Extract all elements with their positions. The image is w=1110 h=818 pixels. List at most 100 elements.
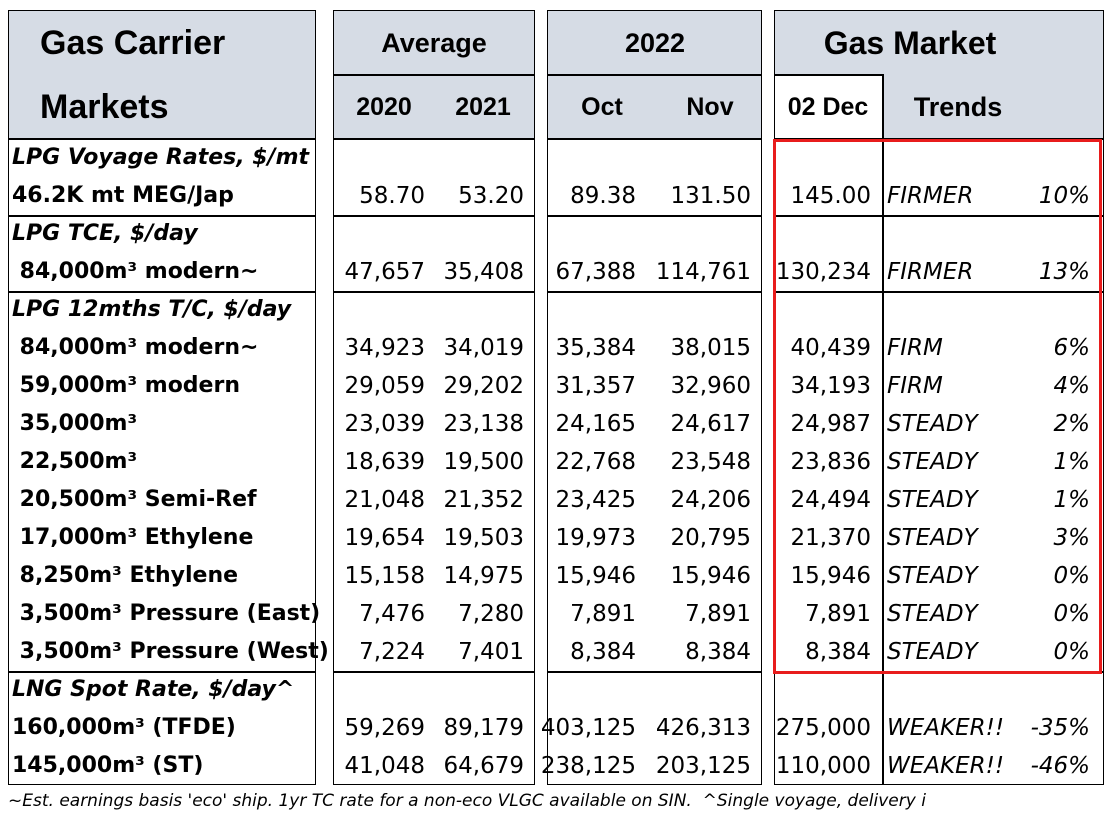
highlight-box (773, 139, 1102, 674)
header-bottom (8, 138, 316, 140)
cell-value: 145.00 (790, 183, 871, 209)
column-header: 2021 (455, 93, 511, 121)
cell-value: 7,891 (685, 601, 751, 627)
column-divider (882, 74, 884, 785)
group-title: LPG Voyage Rates, $/mt (12, 145, 310, 170)
group-title: LPG 12mths T/C, $/day (12, 297, 292, 322)
change: 3% (1053, 525, 1091, 551)
group-divider (774, 215, 1104, 217)
column-header: Nov (686, 93, 734, 121)
trend: FIRM (887, 335, 943, 361)
change: 4% (1053, 373, 1091, 399)
row-label: 22,500m³ (12, 449, 138, 474)
cell-value: 110,000 (775, 753, 871, 779)
header-divider (333, 74, 535, 76)
trend: WEAKER!! (887, 753, 1005, 779)
column-header: 02 Dec (787, 93, 869, 121)
cell-value: 275,000 (775, 715, 871, 741)
cell-value: 47,657 (344, 259, 425, 285)
cell-value: 38,015 (670, 335, 751, 361)
row-label: 160,000m³ (TFDE) (12, 715, 236, 740)
header-divider (774, 74, 882, 76)
change: 0% (1053, 639, 1091, 665)
header-bottom (774, 138, 1104, 140)
cell-value: 41,048 (344, 753, 425, 779)
cell-value: 19,654 (344, 525, 425, 551)
row-label: 17,000m³ Ethylene (12, 525, 254, 550)
change: 13% (1038, 259, 1090, 285)
cell-value: 238,125 (540, 753, 636, 779)
cell-value: 89.38 (570, 183, 636, 209)
cell-value: 15,946 (555, 563, 636, 589)
row-label: 84,000m³ modern~ (12, 335, 259, 360)
trend: STEADY (887, 411, 978, 437)
cell-value: 34,019 (443, 335, 524, 361)
change: 0% (1053, 563, 1091, 589)
row-label: 84,000m³ modern~ (12, 259, 259, 284)
row-label: 35,000m³ (12, 411, 138, 436)
trend: FIRM (887, 373, 943, 399)
cell-value: 21,370 (790, 525, 871, 551)
trend: STEADY (887, 525, 978, 551)
change: 1% (1053, 449, 1091, 475)
cell-value: 8,384 (805, 639, 871, 665)
header-cell (774, 74, 882, 139)
change: 0% (1053, 601, 1091, 627)
trend: STEADY (887, 601, 978, 627)
trend: STEADY (887, 563, 978, 589)
cell-value: 23,836 (790, 449, 871, 475)
group-divider (333, 671, 535, 673)
trend: FIRMER (887, 183, 974, 209)
cell-value: 53.20 (458, 183, 524, 209)
cell-value: 89,179 (443, 715, 524, 741)
cell-value: 8,384 (685, 639, 751, 665)
header-bottom (333, 138, 535, 140)
cell-value: 24,206 (670, 487, 751, 513)
cell-value: 64,679 (443, 753, 524, 779)
row-label: 145,000m³ (ST) (12, 753, 204, 778)
trend: FIRMER (887, 259, 974, 285)
change: 6% (1053, 335, 1091, 361)
cell-value: 21,048 (344, 487, 425, 513)
row-label: 3,500m³ Pressure (West) (12, 639, 329, 664)
row-label: 8,250m³ Ethylene (12, 563, 239, 588)
group-divider (8, 291, 316, 293)
group-title: LPG TCE, $/day (12, 221, 198, 246)
cell-value: 7,224 (359, 639, 425, 665)
group-divider (333, 215, 535, 217)
header-bg (8, 10, 316, 139)
group-divider (547, 215, 762, 217)
change: -35% (1030, 715, 1090, 741)
cell-value: 29,202 (443, 373, 524, 399)
group-divider (333, 291, 535, 293)
cell-value: 29,059 (344, 373, 425, 399)
column-header: 2020 (356, 93, 412, 121)
header-divider (547, 74, 762, 76)
cell-value: 7,280 (458, 601, 524, 627)
title: Gas Carrier (40, 24, 226, 62)
table-block (547, 10, 762, 785)
group-divider (8, 671, 316, 673)
cell-value: 24,617 (670, 411, 751, 437)
cell-value: 7,891 (805, 601, 871, 627)
cell-value: 34,193 (790, 373, 871, 399)
cell-value: 114,761 (655, 259, 751, 285)
cell-value: 403,125 (540, 715, 636, 741)
cell-value: 8,384 (570, 639, 636, 665)
cell-value: 31,357 (555, 373, 636, 399)
cell-value: 23,138 (443, 411, 524, 437)
group-title: LNG Spot Rate, $/day^ (12, 677, 295, 702)
cell-value: 130,234 (775, 259, 871, 285)
cell-value: 40,439 (790, 335, 871, 361)
cell-value: 19,500 (443, 449, 524, 475)
cell-value: 21,352 (443, 487, 524, 513)
trend: STEADY (887, 639, 978, 665)
group-divider (547, 671, 762, 673)
cell-value: 15,946 (790, 563, 871, 589)
cell-value: 67,388 (555, 259, 636, 285)
trend: STEADY (887, 487, 978, 513)
cell-value: 58.70 (359, 183, 425, 209)
cell-value: 203,125 (655, 753, 751, 779)
cell-value: 7,476 (359, 601, 425, 627)
cell-value: 19,973 (555, 525, 636, 551)
